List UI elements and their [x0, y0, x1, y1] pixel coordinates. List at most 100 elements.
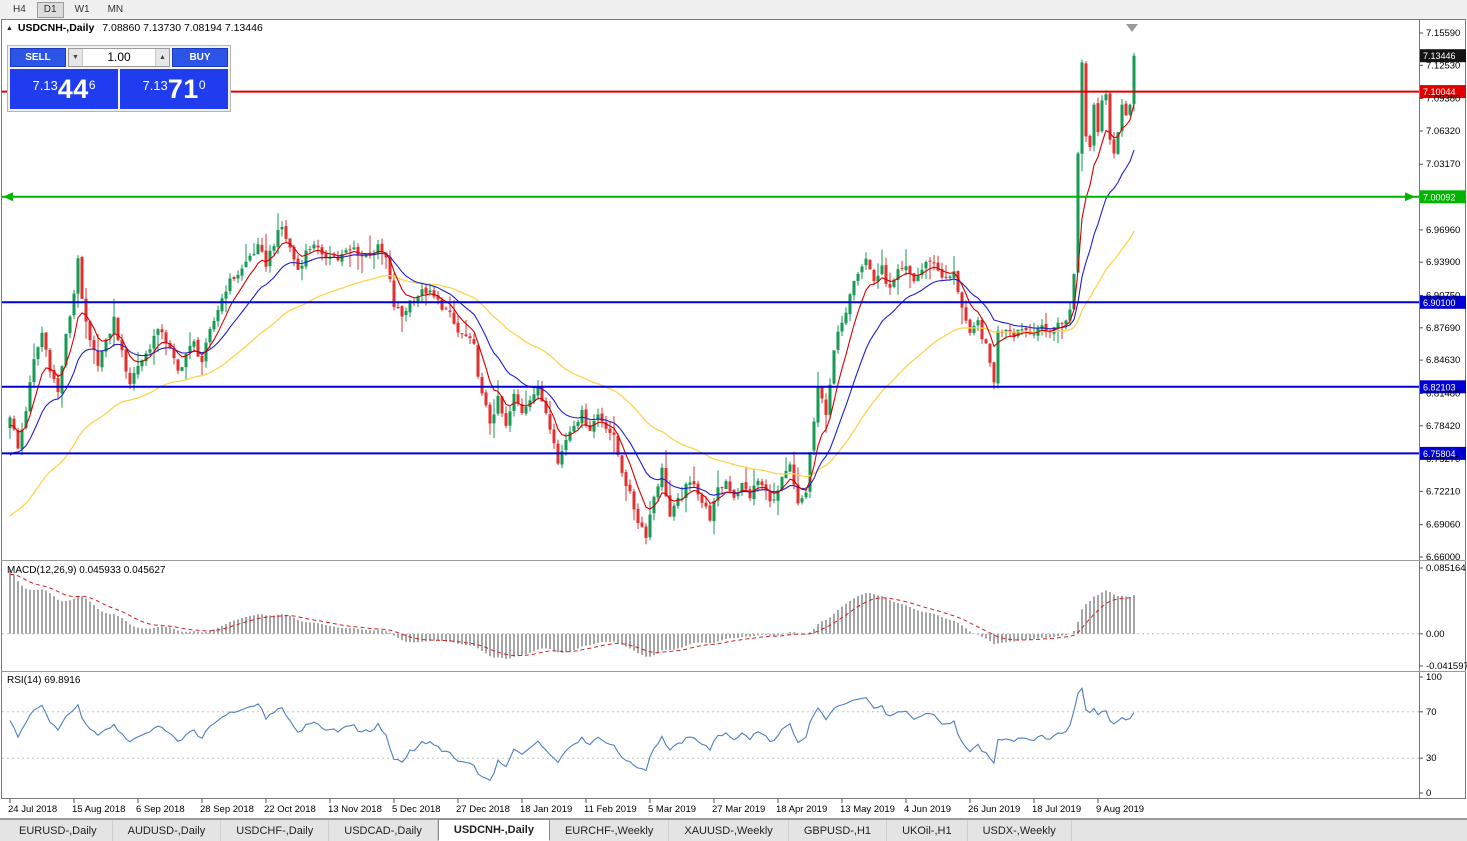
date-label: 4 Jun 2019	[904, 804, 951, 815]
ma-slow-line	[9, 230, 1135, 517]
rsi-scale-label: 30	[1426, 753, 1437, 764]
chart-area[interactable]: 7.15590 7.12530 7.09380 7.06320 7.03170 6.969…	[0, 19, 1467, 819]
price-marker	[1420, 380, 1466, 394]
sell-button[interactable]: SELL	[10, 48, 66, 67]
date-label: 26 Jun 2019	[968, 804, 1020, 815]
timeframe-h4-button[interactable]: H4	[6, 2, 33, 18]
volume-spinner: ▼ 1.00 ▲	[68, 48, 170, 67]
chart-tab-xauusd-weekly[interactable]: XAUUSD-,Weekly	[669, 820, 789, 841]
rsi-indicator-label: RSI(14) 69.8916	[7, 675, 81, 686]
rsi-scale-label: 100	[1426, 672, 1442, 683]
chart-tab-usdx-weekly[interactable]: USDX-,Weekly	[968, 820, 1072, 841]
macd-histogram	[9, 568, 1135, 659]
date-label: 22 Oct 2018	[264, 804, 316, 815]
price-tick-label: 6.72210	[1426, 486, 1460, 497]
date-label: 18 Apr 2019	[776, 804, 827, 815]
ask-price-prefix: 7.13	[142, 78, 168, 93]
hline-left-arrow-icon	[3, 192, 13, 202]
volume-decrease-icon[interactable]: ▼	[69, 49, 83, 66]
date-label: 9 Aug 2019	[1096, 804, 1144, 815]
price-tick-label: 7.03170	[1426, 159, 1460, 170]
ask-price-display[interactable]: 7.13710	[120, 69, 228, 109]
date-label: 13 Nov 2018	[328, 804, 382, 815]
bid-price-pips: 44	[57, 74, 89, 104]
ask-price-pips: 71	[167, 74, 199, 104]
bid-ask-row: 7.13446 7.13710	[10, 69, 228, 109]
price-tick-label: 6.78420	[1426, 421, 1460, 432]
candles-layer	[8, 52, 1136, 545]
date-label: 28 Sep 2018	[200, 804, 254, 815]
rsi-scale-label: 0	[1426, 788, 1431, 799]
price-tick-label: 7.09380	[1426, 94, 1460, 105]
one-click-trading-panel: SELL ▼ 1.00 ▲ BUY 7.13446 7.13710	[7, 45, 231, 112]
chart-symbol-period: USDCNH-,Daily	[17, 22, 95, 34]
date-label: 15 Aug 2018	[72, 804, 125, 815]
price-marker-label: 6.75804	[1423, 449, 1456, 459]
price-marker-label: 6.90100	[1423, 298, 1456, 308]
chart-shift-marker-icon[interactable]	[1126, 24, 1138, 32]
chart-tab-eurchf-weekly[interactable]: EURCHF-,Weekly	[550, 820, 670, 841]
ask-price-point: 0	[198, 78, 206, 92]
price-scale[interactable]	[1419, 32, 1466, 558]
volume-increase-icon[interactable]: ▲	[155, 49, 169, 66]
chart-background	[0, 19, 1467, 819]
chart-tab-ukoil-h1[interactable]: UKOil-,H1	[887, 820, 968, 841]
timeframe-toolbar: H4 D1 W1 MN	[0, 0, 1467, 20]
chart-tab-gbpusd-h1[interactable]: GBPUSD-,H1	[789, 820, 888, 841]
price-tick-label: 6.84630	[1426, 355, 1460, 366]
bid-price-prefix: 7.13	[32, 78, 58, 93]
date-label: 13 May 2019	[840, 804, 895, 815]
chart-ohlc-values: 7.08860 7.13730 7.08194 7.13446	[102, 22, 263, 34]
symbol-collapse-triangle-icon: ▲	[6, 25, 13, 32]
price-marker-label: 7.13446	[1423, 51, 1456, 61]
date-label: 5 Mar 2019	[648, 804, 696, 815]
bid-price-point: 6	[88, 78, 96, 92]
price-tick-label: 7.15590	[1426, 28, 1460, 39]
price-marker-label: 6.82103	[1423, 382, 1456, 392]
date-label: 18 Jul 2019	[1032, 804, 1081, 815]
macd-scale-zero: 0.00	[1426, 629, 1445, 640]
price-marker	[1420, 85, 1466, 99]
buy-button[interactable]: BUY	[172, 48, 228, 67]
rsi-line	[9, 687, 1135, 782]
macd-signal-line	[10, 574, 1135, 657]
price-tick-label: 6.93900	[1426, 257, 1460, 268]
price-marker	[1420, 446, 1466, 460]
chart-tabs-bar: EURUSD-,Daily AUDUSD-,Daily USDCHF-,Daily U…	[0, 819, 1467, 841]
trade-controls-row: SELL ▼ 1.00 ▲ BUY	[10, 48, 228, 67]
date-label: 24 Jul 2018	[8, 804, 57, 815]
price-tick-label: 6.66000	[1426, 552, 1460, 563]
bid-price-display[interactable]: 7.13446	[10, 69, 118, 109]
price-chart-canvas[interactable]: 7.15590 7.12530 7.09380 7.06320 7.03170 6.969…	[0, 19, 1467, 819]
macd-indicator-label: MACD(12,26,9) 0.045933 0.045627	[7, 565, 166, 576]
price-marker-label: 7.10044	[1423, 87, 1456, 97]
date-label: 11 Feb 2019	[584, 804, 637, 815]
price-tick-label: 7.06320	[1426, 126, 1460, 137]
price-tick-label: 6.75270	[1426, 454, 1460, 465]
rsi-scale-label: 70	[1426, 707, 1437, 718]
price-tick-label: 6.87690	[1426, 323, 1460, 334]
date-label: 27 Dec 2018	[456, 804, 510, 815]
chart-tab-usdcad-daily[interactable]: USDCAD-,Daily	[329, 820, 438, 841]
chart-tab-usdchf-daily[interactable]: USDCHF-,Daily	[221, 820, 330, 841]
chart-tab-eurusd-daily[interactable]: EURUSD-,Daily	[4, 820, 113, 841]
hline-right-arrow-icon	[1405, 192, 1415, 202]
timeframe-w1-button[interactable]: W1	[68, 2, 97, 18]
date-label: 27 Mar 2019	[712, 804, 765, 815]
price-tick-label: 7.12530	[1426, 60, 1460, 71]
price-tick-label: 6.81480	[1426, 388, 1460, 399]
ma-fast-line	[9, 103, 1135, 510]
price-marker-label: 7.00092	[1423, 192, 1456, 202]
volume-value[interactable]: 1.00	[107, 50, 131, 64]
timeframe-mn-button[interactable]: MN	[101, 2, 131, 18]
price-marker	[1420, 295, 1466, 309]
date-label: 18 Jan 2019	[520, 804, 572, 815]
price-tick-label: 6.96960	[1426, 225, 1460, 236]
price-marker	[1420, 190, 1466, 204]
timeframe-d1-button[interactable]: D1	[36, 1, 64, 18]
chart-tab-audusd-daily[interactable]: AUDUSD-,Daily	[113, 820, 222, 841]
price-tick-label: 6.69060	[1426, 520, 1460, 531]
macd-scale-max: 0.085164	[1426, 563, 1466, 574]
chart-tab-usdcnh-daily[interactable]: USDCNH-,Daily	[437, 819, 550, 841]
